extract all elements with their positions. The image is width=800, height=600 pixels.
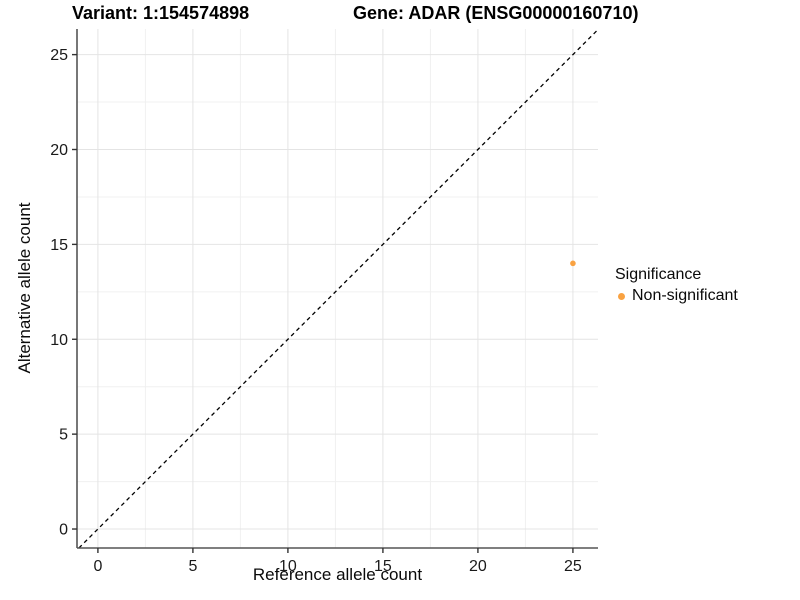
x-tick-label: 0 (93, 558, 102, 575)
y-tick-label: 20 (50, 142, 68, 159)
y-axis-label: Alternative allele count (15, 202, 34, 374)
data-point (570, 260, 576, 267)
legend-item-label: Non-significant (632, 287, 738, 304)
y-tick-label: 10 (50, 332, 68, 349)
legend-title: Significance (615, 266, 702, 283)
y-tick-label: 0 (59, 522, 68, 539)
x-tick-label: 5 (188, 558, 197, 575)
legend-item: Non-significant (615, 287, 738, 305)
x-tick-label: 10 (279, 558, 297, 575)
plot-title-variant: Variant: 1:154574898 (72, 3, 250, 23)
legend: Significance Non-significant (615, 266, 738, 305)
legend-point-icon (618, 292, 625, 300)
x-tick-label: 20 (469, 558, 487, 575)
x-tick-label: 25 (564, 558, 582, 575)
x-axis-label: Reference allele count (252, 565, 423, 584)
x-tick-label: 15 (374, 558, 392, 575)
reference-identity-line (78, 29, 599, 549)
y-tick-label: 15 (50, 237, 68, 254)
plot-title-gene: Gene: ADAR (ENSG00000160710) (353, 3, 639, 23)
y-tick-label: 25 (50, 47, 68, 64)
y-tick-label: 5 (59, 427, 68, 444)
